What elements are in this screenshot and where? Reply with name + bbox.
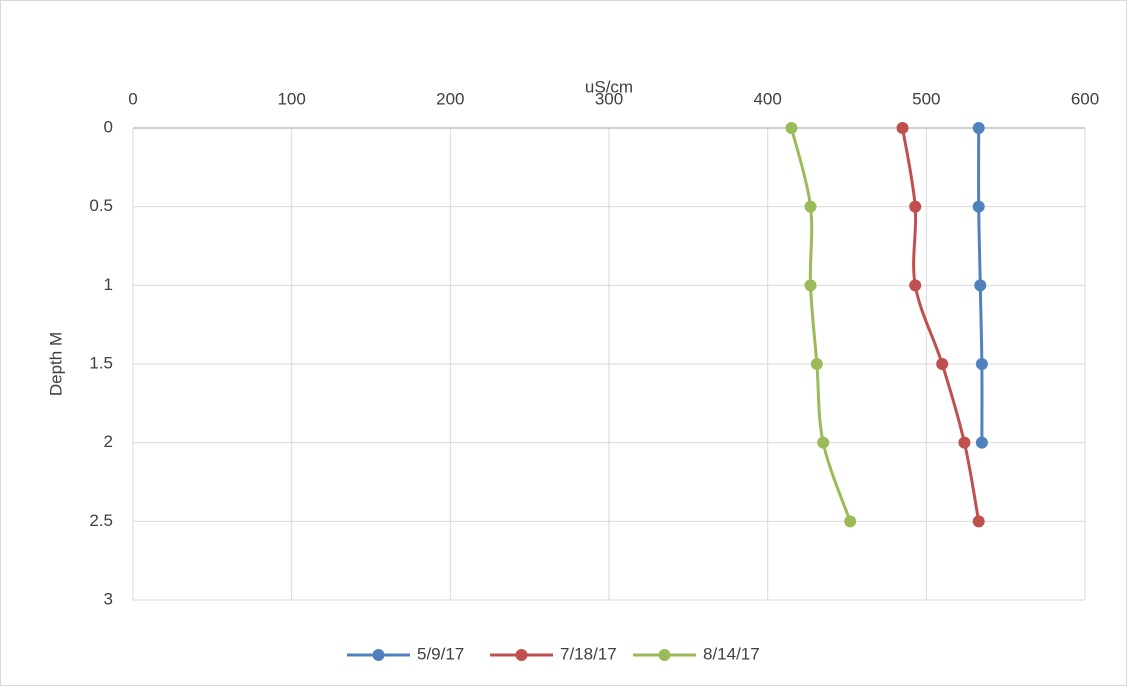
- data-point: [909, 279, 922, 292]
- legend-marker: [372, 649, 385, 661]
- series-line: [790, 127, 852, 522]
- data-point: [936, 358, 949, 370]
- x-tick-label: 100: [277, 89, 305, 108]
- data-point: [817, 436, 830, 449]
- data-point: [804, 279, 817, 292]
- y-tick-label: 2.5: [89, 511, 113, 530]
- x-tick-label: 200: [436, 89, 464, 108]
- legend-label: 7/18/17: [560, 644, 617, 663]
- y-tick-label: 0.5: [89, 196, 113, 215]
- x-tick-label: 0: [128, 89, 137, 108]
- x-tick-label: 400: [753, 89, 781, 108]
- y-tick-label: 2: [104, 432, 113, 451]
- data-point: [909, 200, 922, 213]
- data-point: [972, 200, 985, 213]
- data-point: [896, 122, 909, 134]
- data-point: [972, 122, 985, 134]
- x-axis-title: uS/cm: [585, 77, 633, 96]
- data-point: [958, 436, 971, 449]
- x-tick-label: 600: [1071, 89, 1099, 108]
- data-point: [844, 515, 857, 528]
- x-tick-label: 500: [912, 89, 940, 108]
- y-tick-label: 1: [104, 275, 113, 294]
- data-point: [974, 279, 987, 292]
- y-axis-title: Depth M: [46, 332, 65, 396]
- y-tick-label: 1.5: [89, 353, 113, 372]
- data-point: [810, 358, 823, 370]
- legend-marker: [515, 649, 528, 661]
- y-tick-label: 0: [104, 117, 113, 136]
- data-point: [975, 436, 988, 449]
- data-point: [804, 200, 817, 213]
- data-point: [785, 122, 798, 134]
- data-point: [972, 515, 985, 528]
- legend-label: 8/14/17: [703, 644, 760, 663]
- x-tick-label: 300: [595, 89, 623, 108]
- legend-marker: [658, 649, 671, 661]
- y-tick-label: 3: [104, 589, 113, 608]
- data-point: [975, 358, 988, 370]
- legend-label: 5/9/17: [417, 644, 464, 663]
